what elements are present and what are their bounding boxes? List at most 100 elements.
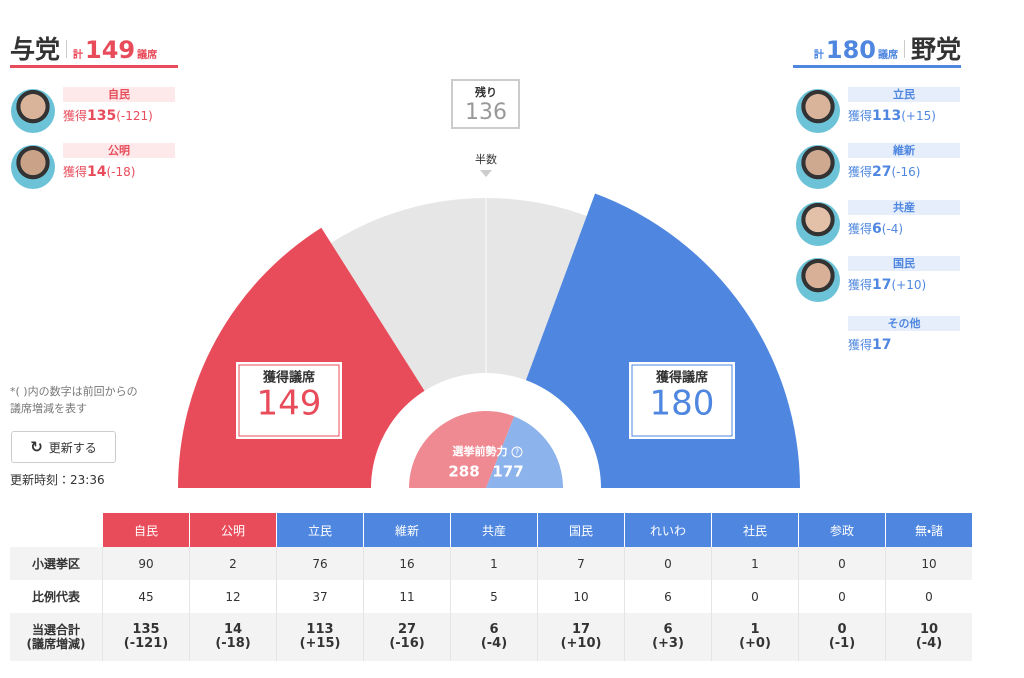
avatar xyxy=(796,145,840,189)
corner xyxy=(10,513,103,547)
cell-value: 10 xyxy=(573,589,589,604)
cell-change: (+0) xyxy=(739,636,771,651)
cell: 6 xyxy=(624,580,712,613)
cell-change: (-121) xyxy=(123,636,169,651)
gained-label: 獲得 xyxy=(848,165,873,179)
column-header: 立民 xyxy=(276,513,364,547)
seat-box-inner xyxy=(238,364,340,437)
divider xyxy=(903,40,905,58)
divider xyxy=(66,40,68,58)
remaining-wedge xyxy=(330,198,587,489)
cell: 6 (-4) xyxy=(450,613,538,661)
party-gained: 獲得27(-16) xyxy=(848,163,920,180)
seat-box-label: 獲得議席 xyxy=(655,370,708,386)
cell-value: 5 xyxy=(490,589,498,604)
note: *( )内の数字は前回からの xyxy=(10,385,138,398)
cell: 16 xyxy=(363,547,451,580)
total-suffix: 議席 xyxy=(137,50,158,61)
column-header: 国民 xyxy=(537,513,625,547)
help-icon xyxy=(511,446,523,458)
cell-value: 37 xyxy=(312,589,328,604)
cell-value: 11 xyxy=(399,589,415,604)
party-name: 自民 xyxy=(63,87,175,102)
column-header: 参政 xyxy=(798,513,886,547)
column-header: 自民 xyxy=(102,513,190,547)
cell: 2 xyxy=(189,547,277,580)
cell-value: 0 xyxy=(664,556,672,571)
party-gained: 獲得14(-18) xyxy=(63,163,135,180)
cell-change: (-4) xyxy=(480,636,508,651)
row-label: 当選合計 (議席増減) xyxy=(10,613,103,661)
cell: 0 xyxy=(624,547,712,580)
cell: 11 xyxy=(363,580,451,613)
cell: 1 xyxy=(450,547,538,580)
cell: 0 (-1) xyxy=(798,613,886,661)
refresh-button[interactable]: ↻ 更新する xyxy=(11,431,116,463)
cell-value: 135 xyxy=(132,622,160,637)
cell-value: 1 xyxy=(750,622,760,637)
change: (-18) xyxy=(106,165,136,179)
cell-change: (+3) xyxy=(652,636,684,651)
cell: 5 xyxy=(450,580,538,613)
cell-value: 1 xyxy=(751,556,759,571)
cell-value: 16 xyxy=(399,556,415,571)
cell: 113 (+15) xyxy=(276,613,364,661)
seats: 14 xyxy=(87,164,107,180)
table-row: 小選挙区 90 2 76 16 1 7 0 1 0 10 xyxy=(10,547,972,580)
total-prefix: 計 xyxy=(73,50,84,61)
cell: 0 xyxy=(885,580,972,613)
cell: 6 (+3) xyxy=(624,613,712,661)
seat-box xyxy=(234,360,344,441)
header-row: 自民 公明 立民 維新 共産 国民 れいわ 社民 参政 無・諸 xyxy=(10,513,972,547)
column-header: 無・諸 xyxy=(885,513,972,547)
remaining-value: 136 xyxy=(465,100,507,125)
party-name: 国民 xyxy=(848,256,960,271)
avatar xyxy=(11,89,55,133)
cell-value: 0 xyxy=(925,589,933,604)
seat-box-label: 獲得議席 xyxy=(262,370,315,386)
cell-value: 6 xyxy=(663,622,673,637)
cell: 27 (-16) xyxy=(363,613,451,661)
cell-value: 45 xyxy=(138,589,154,604)
cell-value: 2 xyxy=(229,556,237,571)
cell-value: 0 xyxy=(838,556,846,571)
cell: 7 xyxy=(537,547,625,580)
cell: 10 (-4) xyxy=(885,613,972,661)
cell-value: 1 xyxy=(490,556,498,571)
gained-label: 獲得 xyxy=(63,109,88,123)
party-name: 公明 xyxy=(63,143,175,158)
seats: 6 xyxy=(872,221,882,237)
side-label: 野党 xyxy=(910,35,961,64)
party-gained: 獲得6(-4) xyxy=(848,220,903,237)
majority-label: 半数 xyxy=(475,152,497,166)
change: (+10) xyxy=(891,278,927,292)
pre-ruling: 288 xyxy=(448,463,479,481)
cell-change: (+10) xyxy=(560,636,602,651)
results-table: 自民 公明 立民 維新 共産 国民 れいわ 社民 参政 無・諸 小選挙区 90 2 76 16 1 7 0 1 0 10… xyxy=(10,513,972,661)
cell: 135 (-121) xyxy=(102,613,190,661)
cell-value: 76 xyxy=(312,556,328,571)
table-row: 比例代表 45 12 37 11 5 10 6 0 0 0 xyxy=(10,580,972,613)
pre-opposition: 177 xyxy=(492,463,523,481)
total-prefix: 計 xyxy=(813,50,824,61)
seats: 17 xyxy=(872,277,892,293)
cell-value: 7 xyxy=(577,556,585,571)
column-header: 維新 xyxy=(363,513,451,547)
cell: 0 xyxy=(798,547,886,580)
cell-change: (-1) xyxy=(828,636,856,651)
cell-value: 0 xyxy=(838,589,846,604)
party-name: 維新 xyxy=(848,143,960,158)
cell: 37 xyxy=(276,580,364,613)
cell-change: (+15) xyxy=(299,636,341,651)
gained-label: 獲得 xyxy=(848,338,873,352)
gained-label: 獲得 xyxy=(848,109,873,123)
cell-value: 10 xyxy=(921,556,937,571)
party-name: 立民 xyxy=(848,87,960,102)
updated-time: 更新時刻：23:36 xyxy=(10,473,105,487)
cell: 1 xyxy=(711,547,799,580)
seat-box-value: 180 xyxy=(650,384,715,424)
remaining-label: 残り xyxy=(474,85,497,99)
party-gained: 獲得113(+15) xyxy=(848,107,936,124)
column-header: 共産 xyxy=(450,513,538,547)
